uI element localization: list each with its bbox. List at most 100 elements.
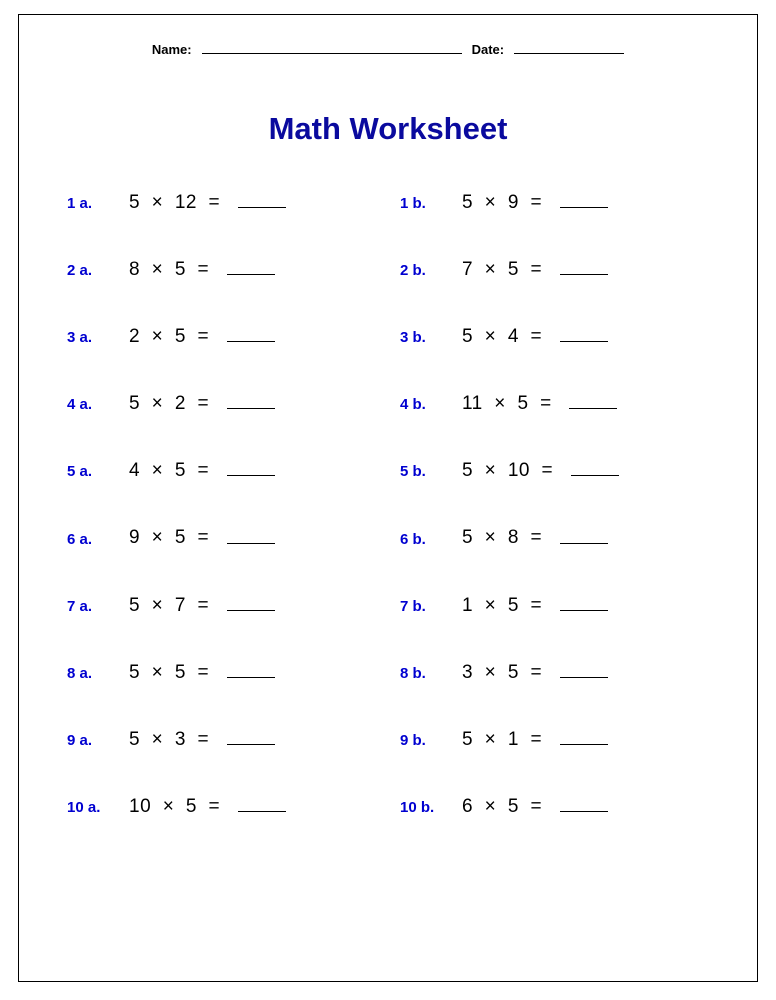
operand-b: 5 [175, 528, 186, 549]
operand-b: 8 [508, 528, 519, 549]
problem-label: 3 b. [400, 329, 462, 346]
problem-label: 6 b. [400, 531, 462, 548]
problem-expression: 5 × 1 = [462, 728, 608, 751]
operand-b: 5 [508, 595, 519, 616]
problem-expression: 9 × 5 = [129, 526, 275, 549]
equals: = [197, 528, 209, 549]
problem-expression: 11 × 5 = [462, 392, 617, 415]
problem-row: 3 a.2 × 5 = [67, 325, 390, 348]
answer-blank[interactable] [227, 594, 275, 611]
answer-blank[interactable] [238, 191, 286, 208]
operator: × [485, 326, 497, 347]
problem-expression: 5 × 5 = [129, 661, 275, 684]
answer-blank[interactable] [571, 459, 619, 476]
operator: × [485, 796, 497, 817]
problem-expression: 5 × 2 = [129, 392, 275, 415]
operand-a: 6 [462, 796, 473, 817]
operator: × [485, 192, 497, 213]
equals: = [530, 528, 542, 549]
operand-a: 5 [129, 662, 140, 683]
operand-b: 5 [175, 259, 186, 280]
problem-expression: 3 × 5 = [462, 661, 608, 684]
operand-b: 3 [175, 729, 186, 750]
problem-label: 4 a. [67, 396, 129, 413]
problem-label: 6 a. [67, 531, 129, 548]
problem-expression: 5 × 12 = [129, 191, 286, 214]
answer-blank[interactable] [569, 392, 617, 409]
equals: = [530, 796, 542, 817]
answer-blank[interactable] [227, 728, 275, 745]
equals: = [530, 192, 542, 213]
answer-blank[interactable] [227, 258, 275, 275]
problem-row: 1 b.5 × 9 = [400, 191, 723, 214]
problem-expression: 5 × 3 = [129, 728, 275, 751]
answer-blank[interactable] [560, 661, 608, 678]
problem-label: 3 a. [67, 329, 129, 346]
problem-row: 7 b.1 × 5 = [400, 594, 723, 617]
problem-row: 6 a.9 × 5 = [67, 526, 390, 549]
answer-blank[interactable] [560, 258, 608, 275]
header-line: Name: Date: [53, 41, 723, 57]
operand-a: 2 [129, 326, 140, 347]
operator: × [485, 595, 497, 616]
problem-expression: 6 × 5 = [462, 795, 608, 818]
answer-blank[interactable] [560, 526, 608, 543]
operand-b: 5 [517, 393, 528, 414]
operator: × [152, 528, 164, 549]
operator: × [485, 528, 497, 549]
problem-row: 6 b.5 × 8 = [400, 526, 723, 549]
problem-label: 8 a. [67, 665, 129, 682]
answer-blank[interactable] [560, 325, 608, 342]
operand-b: 5 [186, 796, 197, 817]
operand-b: 5 [175, 662, 186, 683]
name-blank[interactable] [202, 41, 462, 54]
operand-a: 3 [462, 662, 473, 683]
operand-a: 5 [129, 595, 140, 616]
answer-blank[interactable] [560, 191, 608, 208]
answer-blank[interactable] [227, 526, 275, 543]
problem-label: 1 b. [400, 195, 462, 212]
operand-a: 9 [129, 528, 140, 549]
answer-blank[interactable] [227, 392, 275, 409]
equals: = [197, 729, 209, 750]
answer-blank[interactable] [227, 661, 275, 678]
name-label: Name: [152, 42, 192, 57]
operand-b: 4 [508, 326, 519, 347]
answer-blank[interactable] [560, 728, 608, 745]
operand-b: 5 [175, 460, 186, 481]
operand-b: 5 [175, 326, 186, 347]
problem-label: 2 a. [67, 262, 129, 279]
problem-row: 9 a.5 × 3 = [67, 728, 390, 751]
answer-blank[interactable] [227, 325, 275, 342]
problem-expression: 5 × 4 = [462, 325, 608, 348]
answer-blank[interactable] [560, 795, 608, 812]
problem-label: 8 b. [400, 665, 462, 682]
problem-label: 2 b. [400, 262, 462, 279]
problem-row: 3 b.5 × 4 = [400, 325, 723, 348]
operator: × [152, 259, 164, 280]
answer-blank[interactable] [227, 459, 275, 476]
operand-b: 9 [508, 192, 519, 213]
operand-a: 5 [462, 528, 473, 549]
date-blank[interactable] [514, 41, 624, 54]
page-title: Math Worksheet [53, 111, 723, 147]
problem-row: 4 b.11 × 5 = [400, 392, 723, 415]
operand-a: 8 [129, 259, 140, 280]
equals: = [209, 796, 221, 817]
problem-expression: 7 × 5 = [462, 258, 608, 281]
problems-grid: 1 a.5 × 12 = 1 b.5 × 9 = 2 a.8 × 5 = 2 b… [53, 191, 723, 818]
equals: = [209, 192, 221, 213]
equals: = [530, 662, 542, 683]
problem-expression: 5 × 7 = [129, 594, 275, 617]
operator: × [152, 595, 164, 616]
equals: = [197, 393, 209, 414]
operator: × [485, 662, 497, 683]
answer-blank[interactable] [560, 594, 608, 611]
answer-blank[interactable] [238, 795, 286, 812]
operand-b: 7 [175, 595, 186, 616]
equals: = [197, 326, 209, 347]
equals: = [540, 393, 552, 414]
date-label: Date: [472, 42, 505, 57]
equals: = [530, 259, 542, 280]
operand-a: 4 [129, 460, 140, 481]
